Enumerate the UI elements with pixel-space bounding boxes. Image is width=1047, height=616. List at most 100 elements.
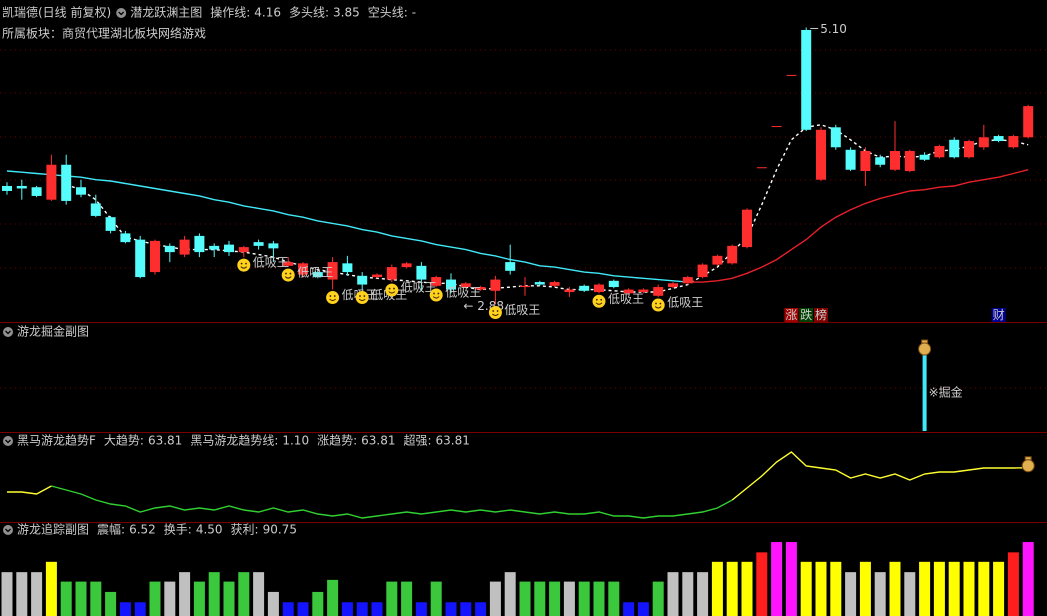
smiley-icon <box>329 298 336 302</box>
candle-body <box>668 283 678 288</box>
panel-menu-icon <box>5 439 11 444</box>
bar <box>815 561 827 616</box>
candle-body <box>830 127 841 148</box>
legend-value: 4.50 <box>196 523 223 537</box>
bar <box>800 561 812 616</box>
bar <box>460 602 472 616</box>
bar <box>149 581 161 616</box>
smiley-icon <box>655 302 657 305</box>
smiley-icon <box>654 306 662 309</box>
candle-body <box>771 126 782 128</box>
candle-body <box>890 151 900 170</box>
legend-name: 涨趋势: <box>317 433 357 448</box>
candle-body <box>934 146 945 158</box>
smiley-icon <box>651 298 665 312</box>
candle-body <box>860 151 871 171</box>
candle-body <box>594 284 604 293</box>
candle-body <box>46 164 57 200</box>
legend-value: - <box>412 6 416 20</box>
money-bag-icon <box>921 339 929 344</box>
candle-body <box>786 74 797 76</box>
candle-body <box>16 185 27 189</box>
bar <box>31 572 43 616</box>
candle-body <box>31 187 42 196</box>
legend-name: 获利: <box>231 523 259 537</box>
smiley-icon <box>432 296 440 299</box>
bar <box>193 581 205 616</box>
candle-body <box>727 245 738 264</box>
legend-name: 多头线: <box>289 6 329 20</box>
candle-body <box>268 243 279 249</box>
bar <box>741 561 753 616</box>
bar <box>1 572 13 616</box>
smiley-icon <box>240 262 243 265</box>
bar <box>179 572 191 616</box>
money-bag-icon <box>1024 456 1032 461</box>
candle-body <box>105 217 116 231</box>
bar <box>134 602 146 616</box>
indicator-line <box>7 451 1029 501</box>
candle-body <box>135 239 146 278</box>
smiley-icon <box>237 258 251 272</box>
candle-body <box>283 262 294 266</box>
bar <box>415 602 427 616</box>
smiley-icon <box>363 295 366 297</box>
candle-body <box>505 262 516 271</box>
bar <box>489 581 501 616</box>
candle-body <box>253 242 264 246</box>
candle-body <box>224 244 234 253</box>
candle-body <box>61 164 72 201</box>
candle-body <box>638 289 649 293</box>
smiley-icon <box>437 292 440 295</box>
bar <box>963 561 975 616</box>
bar <box>430 581 442 616</box>
candle-body <box>978 137 989 148</box>
candle-body <box>919 154 930 160</box>
sector-label: 所属板块：商贸代理湖北板块网络游戏 <box>2 26 206 41</box>
candle-body <box>712 255 723 265</box>
bar <box>341 602 353 616</box>
legend-name: 空头线: <box>368 6 408 20</box>
smiley-icon <box>388 287 391 290</box>
indicator-line <box>687 169 1029 283</box>
bar <box>578 581 590 616</box>
candle-body <box>179 239 190 255</box>
bar <box>667 572 679 616</box>
candle-body <box>209 245 220 250</box>
candle-body <box>964 141 974 158</box>
smiley-icon <box>289 272 292 275</box>
smiley-icon <box>592 294 606 308</box>
bar <box>904 572 916 616</box>
candle-body <box>520 285 530 288</box>
panel-title: 黑马游龙趋势F <box>17 434 96 448</box>
candle-body <box>357 275 368 285</box>
bar <box>208 572 220 616</box>
legend-value: 63.81 <box>436 434 470 448</box>
bar <box>845 572 857 616</box>
high-label: 5.10 <box>820 22 847 36</box>
candle-body <box>238 247 249 253</box>
smiley-icon <box>358 298 366 302</box>
bar <box>356 602 368 616</box>
candle-body <box>904 151 915 171</box>
bar <box>312 591 324 616</box>
smiley-icon <box>355 291 369 305</box>
candle-body <box>164 245 175 253</box>
candle-body <box>682 277 693 284</box>
bar <box>60 581 72 616</box>
bar <box>223 581 235 616</box>
tag-background <box>784 308 799 322</box>
smiley-icon <box>492 313 499 317</box>
candle-body <box>2 185 12 191</box>
bar <box>993 561 1005 616</box>
legend-name: 大趋势: <box>104 434 144 448</box>
bar <box>726 561 738 616</box>
bar <box>75 581 87 616</box>
bar <box>386 581 398 616</box>
candle-body <box>490 279 501 291</box>
candle-body <box>579 285 590 291</box>
smiley-icon <box>333 295 336 297</box>
